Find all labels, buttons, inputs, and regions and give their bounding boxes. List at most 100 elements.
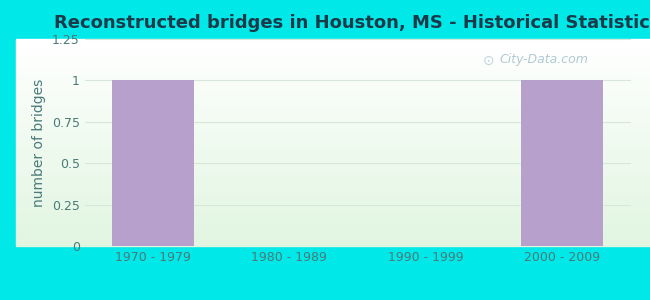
Bar — [16, 68, 650, 70]
Bar — [16, 180, 650, 182]
Bar — [16, 200, 650, 202]
Bar — [16, 97, 650, 99]
Bar — [16, 178, 650, 180]
Bar — [16, 225, 650, 227]
Text: ⊙: ⊙ — [483, 53, 495, 68]
Bar — [16, 209, 650, 211]
Bar — [16, 103, 650, 105]
Bar — [16, 110, 650, 111]
Bar — [16, 192, 650, 194]
Bar — [16, 142, 650, 145]
Bar — [16, 238, 650, 240]
Bar — [16, 43, 650, 45]
Bar — [16, 93, 650, 95]
Bar — [16, 169, 650, 172]
Bar — [16, 91, 650, 93]
Bar — [16, 124, 650, 126]
Bar — [16, 99, 650, 101]
Bar — [521, 80, 603, 246]
Bar — [16, 51, 650, 53]
Bar — [16, 49, 650, 51]
Bar — [16, 213, 650, 215]
Y-axis label: number of bridges: number of bridges — [32, 78, 46, 207]
Bar — [16, 151, 650, 153]
Bar — [16, 116, 650, 118]
Bar — [16, 138, 650, 140]
Bar — [16, 62, 650, 64]
Text: City-Data.com: City-Data.com — [499, 53, 588, 67]
Bar — [16, 47, 650, 49]
Bar — [16, 64, 650, 66]
Bar — [16, 211, 650, 213]
Bar — [16, 194, 650, 196]
Bar — [16, 196, 650, 198]
Bar — [16, 149, 650, 151]
Bar — [16, 126, 650, 128]
Bar — [16, 132, 650, 134]
Bar — [16, 118, 650, 120]
Bar — [16, 80, 650, 83]
Bar — [16, 157, 650, 159]
Bar — [16, 230, 650, 232]
Bar — [16, 120, 650, 122]
Bar — [16, 72, 650, 74]
Bar — [16, 130, 650, 132]
Bar — [16, 223, 650, 225]
Bar — [16, 232, 650, 234]
Bar — [16, 66, 650, 68]
Bar — [16, 87, 650, 89]
Bar — [16, 219, 650, 221]
Bar — [16, 234, 650, 236]
Bar — [16, 107, 650, 110]
Bar — [16, 70, 650, 72]
Bar — [16, 56, 650, 58]
Bar — [112, 80, 194, 246]
Bar — [16, 105, 650, 107]
Bar — [16, 95, 650, 97]
Bar — [16, 140, 650, 142]
Bar — [16, 215, 650, 217]
Bar — [16, 113, 650, 116]
Bar — [16, 221, 650, 223]
Bar — [16, 176, 650, 178]
Bar — [16, 242, 650, 244]
Bar — [16, 74, 650, 76]
Bar — [16, 128, 650, 130]
Bar — [16, 165, 650, 167]
Bar — [16, 122, 650, 124]
Bar — [16, 163, 650, 165]
Bar — [16, 89, 650, 91]
Bar — [16, 85, 650, 87]
Bar — [16, 159, 650, 161]
Bar — [16, 41, 650, 43]
Bar — [16, 147, 650, 149]
Bar — [16, 236, 650, 238]
Bar — [16, 173, 650, 175]
Bar — [16, 167, 650, 169]
Bar — [16, 111, 650, 113]
Bar — [16, 60, 650, 62]
Bar — [16, 217, 650, 219]
Bar — [16, 186, 650, 188]
Bar — [16, 190, 650, 192]
Bar — [16, 82, 650, 85]
Bar — [16, 78, 650, 80]
Bar — [16, 172, 650, 173]
Bar — [16, 101, 650, 103]
Bar — [16, 39, 650, 41]
Bar — [16, 188, 650, 190]
Title: Reconstructed bridges in Houston, MS - Historical Statistics: Reconstructed bridges in Houston, MS - H… — [54, 14, 650, 32]
Bar — [16, 182, 650, 184]
Bar — [16, 207, 650, 209]
Bar — [16, 58, 650, 60]
Bar — [16, 145, 650, 147]
Bar — [16, 45, 650, 47]
Bar — [16, 136, 650, 138]
Bar — [16, 244, 650, 246]
Bar — [16, 76, 650, 78]
Bar — [16, 184, 650, 186]
Bar — [16, 240, 650, 242]
Bar — [16, 153, 650, 155]
Bar — [16, 134, 650, 136]
Bar — [16, 53, 650, 56]
